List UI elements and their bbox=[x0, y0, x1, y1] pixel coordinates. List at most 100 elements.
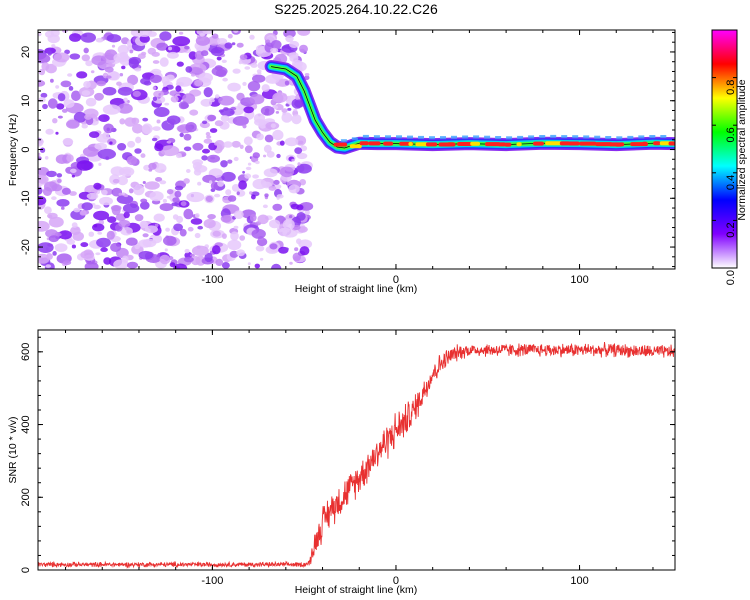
noise-speckle bbox=[205, 131, 211, 137]
noise-speckle bbox=[299, 48, 305, 53]
noise-speckle bbox=[184, 45, 190, 50]
noise-speckle bbox=[72, 231, 84, 241]
noise-speckle bbox=[191, 73, 196, 77]
noise-speckle bbox=[97, 148, 117, 160]
noise-speckle bbox=[38, 253, 50, 264]
spectrogram-x-axis-label: Height of straight line (km) bbox=[295, 283, 418, 295]
track-upper-edge bbox=[462, 135, 469, 139]
noise-speckle bbox=[298, 239, 313, 249]
track-upper-edge bbox=[451, 135, 457, 139]
noise-speckle bbox=[95, 252, 101, 256]
track-upper-edge bbox=[440, 136, 446, 140]
noise-speckle bbox=[73, 207, 81, 213]
noise-speckle bbox=[123, 97, 128, 103]
noise-speckle bbox=[122, 192, 125, 196]
noise-speckle bbox=[227, 195, 237, 202]
spectrogram-signal-track bbox=[264, 60, 675, 155]
noise-speckle bbox=[197, 225, 203, 230]
noise-speckle bbox=[239, 54, 248, 60]
noise-speckle bbox=[252, 74, 266, 83]
noise-speckle bbox=[76, 160, 93, 171]
noise-speckle bbox=[238, 60, 243, 65]
noise-speckle bbox=[91, 55, 107, 66]
colorbar-tick-label: 0.4 bbox=[725, 175, 737, 190]
spectrogram-y-ticks: -20 -10 0 10 20 bbox=[20, 31, 675, 268]
noise-speckle bbox=[69, 191, 77, 196]
noise-speckle bbox=[81, 54, 91, 62]
noise-speckle bbox=[184, 248, 190, 254]
noise-speckle bbox=[106, 34, 122, 43]
noise-speckle bbox=[159, 254, 171, 265]
noise-speckle bbox=[221, 59, 227, 63]
noise-speckle bbox=[138, 239, 152, 248]
noise-speckle bbox=[144, 181, 160, 190]
colorbar-tick-label: 0.2 bbox=[725, 222, 737, 237]
spectrogram-x-tick-label: 100 bbox=[570, 274, 588, 286]
track-upper-edge bbox=[362, 134, 369, 138]
noise-speckle bbox=[227, 33, 233, 39]
noise-speckle bbox=[224, 42, 233, 49]
noise-speckle bbox=[269, 219, 281, 229]
noise-speckle bbox=[116, 81, 122, 86]
noise-speckle bbox=[156, 119, 161, 124]
noise-speckle bbox=[121, 65, 126, 70]
noise-speckle bbox=[47, 98, 58, 109]
noise-speckle bbox=[205, 195, 213, 202]
noise-speckle bbox=[117, 176, 128, 186]
noise-speckle bbox=[116, 194, 134, 204]
noise-speckle bbox=[117, 143, 127, 151]
noise-speckle bbox=[231, 42, 236, 46]
snr-y-ticks: 0 200 400 600 bbox=[20, 336, 675, 573]
noise-speckle bbox=[57, 178, 62, 183]
noise-speckle bbox=[175, 152, 183, 159]
noise-speckle bbox=[236, 42, 244, 48]
spectrogram-noise-region bbox=[38, 30, 314, 269]
noise-speckle bbox=[171, 202, 179, 207]
noise-speckle bbox=[66, 154, 74, 162]
track-hotspot bbox=[408, 142, 413, 146]
noise-speckle bbox=[38, 182, 42, 188]
noise-speckle bbox=[170, 95, 179, 103]
noise-speckle bbox=[109, 71, 121, 81]
noise-speckle bbox=[61, 108, 68, 113]
noise-speckle bbox=[200, 50, 209, 57]
track-upper-edge bbox=[649, 135, 656, 138]
noise-speckle bbox=[218, 109, 224, 113]
noise-speckle bbox=[270, 47, 279, 54]
noise-speckle bbox=[118, 192, 123, 196]
noise-speckle bbox=[70, 168, 77, 173]
noise-speckle bbox=[157, 253, 161, 256]
noise-speckle bbox=[45, 264, 52, 268]
noise-speckle bbox=[106, 230, 115, 240]
noise-speckle bbox=[279, 166, 294, 178]
noise-speckle bbox=[299, 44, 308, 54]
noise-speckle bbox=[165, 74, 175, 81]
noise-speckle bbox=[40, 147, 46, 153]
noise-speckle bbox=[124, 117, 136, 127]
noise-speckle bbox=[164, 248, 168, 252]
noise-speckle bbox=[38, 32, 42, 37]
noise-speckle bbox=[139, 220, 148, 229]
noise-speckle bbox=[141, 51, 147, 56]
noise-speckle bbox=[263, 144, 272, 153]
noise-speckle bbox=[227, 82, 241, 92]
noise-speckle bbox=[188, 51, 197, 60]
noise-speckle bbox=[152, 126, 161, 131]
noise-speckle bbox=[203, 87, 213, 98]
spectrogram-x-ticks: -100 0 100 bbox=[65, 30, 654, 286]
noise-speckle bbox=[85, 97, 97, 107]
noise-speckle bbox=[107, 216, 117, 224]
noise-speckle bbox=[217, 180, 225, 187]
noise-speckle bbox=[153, 213, 165, 222]
noise-speckle bbox=[210, 181, 219, 190]
noise-speckle bbox=[194, 79, 203, 87]
noise-speckle bbox=[249, 94, 265, 105]
noise-speckle bbox=[254, 263, 260, 269]
noise-speckle bbox=[126, 261, 139, 269]
noise-speckle bbox=[38, 97, 46, 103]
noise-speckle bbox=[238, 180, 248, 190]
track-upper-edge bbox=[340, 139, 347, 143]
noise-speckle bbox=[106, 75, 112, 79]
noise-speckle bbox=[178, 101, 189, 110]
